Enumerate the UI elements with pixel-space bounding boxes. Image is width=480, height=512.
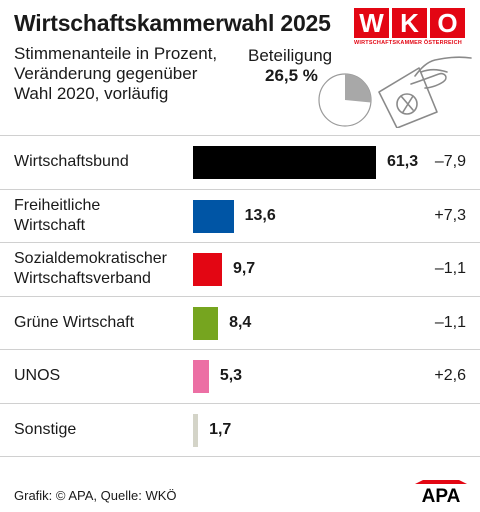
value-label: 61,3 <box>387 153 419 170</box>
bar <box>193 306 219 340</box>
change-label: +2,6 <box>434 367 466 384</box>
bar <box>193 253 222 286</box>
apa-logo-text: APA <box>422 486 461 504</box>
subtitle-line-3: Wahl 2020, vorläufig <box>14 84 169 103</box>
bar <box>193 146 376 179</box>
change-label: –1,1 <box>434 313 466 331</box>
category-label-line: Sonstige <box>14 420 77 438</box>
category-label-line: Wirtschaft <box>14 216 86 234</box>
chart-row: Grüne Wirtschaft 8,4 –1,1 <box>0 295 480 350</box>
bar <box>193 360 209 393</box>
value-label: 9,7 <box>232 260 256 277</box>
apa-logo: APA <box>415 480 467 504</box>
wko-logo-subtext: WIRTSCHAFTSKAMMER ÖSTERREICH <box>354 40 462 46</box>
turnout-value: 26,5 % <box>265 66 318 85</box>
apa-logo-roof <box>415 480 467 484</box>
change-label: –1,1 <box>434 260 466 277</box>
chart-row: Freiheitliche Wirtschaft 13,6 +7,3 <box>0 188 480 243</box>
chart-row: Wirtschaftsbund 61,3 –7,9 <box>0 135 480 189</box>
bar <box>193 199 234 233</box>
turnout-pie-chart <box>318 73 372 127</box>
value-label: 13,6 <box>244 206 276 224</box>
subtitle-line-1: Stimmenanteile in Prozent, <box>14 44 218 63</box>
chart-row: Sozialdemokratischer Wirtschaftsverband 9,… <box>0 242 480 296</box>
category-label: Wirtschaftsbund <box>14 136 189 188</box>
category-label: Freiheitliche Wirtschaft <box>14 190 189 242</box>
category-label-line: Grüne Wirtschaft <box>14 313 135 331</box>
turnout-pie-slice <box>345 74 371 103</box>
category-label: Sonstige <box>14 404 189 456</box>
chart-row: Sonstige 1,7 <box>0 402 480 457</box>
bar <box>193 413 199 447</box>
category-label-line: Wirtschaftsbund <box>14 153 129 170</box>
wko-logo-letter: W <box>354 8 389 38</box>
chart-title: Wirtschaftskammerwahl 2025 <box>14 10 331 36</box>
ballot-hand-icon <box>378 56 472 128</box>
category-label-line: Freiheitliche <box>14 196 101 214</box>
category-label: Sozialdemokratischer Wirtschaftsverband <box>14 243 189 295</box>
category-label-line: Wirtschaftsverband <box>14 270 151 287</box>
wko-logo: W K O WIRTSCHAFTSKAMMER ÖSTERREICH <box>354 8 470 48</box>
value-label: 8,4 <box>229 313 252 331</box>
change-label: +7,3 <box>434 206 466 224</box>
change-label: –7,9 <box>434 153 466 170</box>
category-label: Grüne Wirtschaft <box>14 297 189 349</box>
turnout-label: Beteiligung <box>248 46 333 65</box>
source-credit: Grafik: © APA, Quelle: WKÖ <box>14 488 177 503</box>
chart-row: UNOS 5,3 +2,6 <box>0 349 480 403</box>
value-label: 5,3 <box>219 367 243 384</box>
category-label-line: Sozialdemokratischer <box>14 250 167 267</box>
category-label-line: UNOS <box>14 367 61 384</box>
subtitle-line-2: Veränderung gegenüber <box>14 64 198 83</box>
category-label: UNOS <box>14 350 189 402</box>
wko-logo-letter: K <box>392 8 427 38</box>
value-label: 1,7 <box>209 420 232 438</box>
chart-subtitle: Stimmenanteile in Prozent, Veränderung g… <box>14 44 217 104</box>
wko-logo-letter: O <box>430 8 465 38</box>
bar-chart: Wirtschaftsbund 61,3 –7,9 Freiheitliche Wirt… <box>0 135 480 457</box>
